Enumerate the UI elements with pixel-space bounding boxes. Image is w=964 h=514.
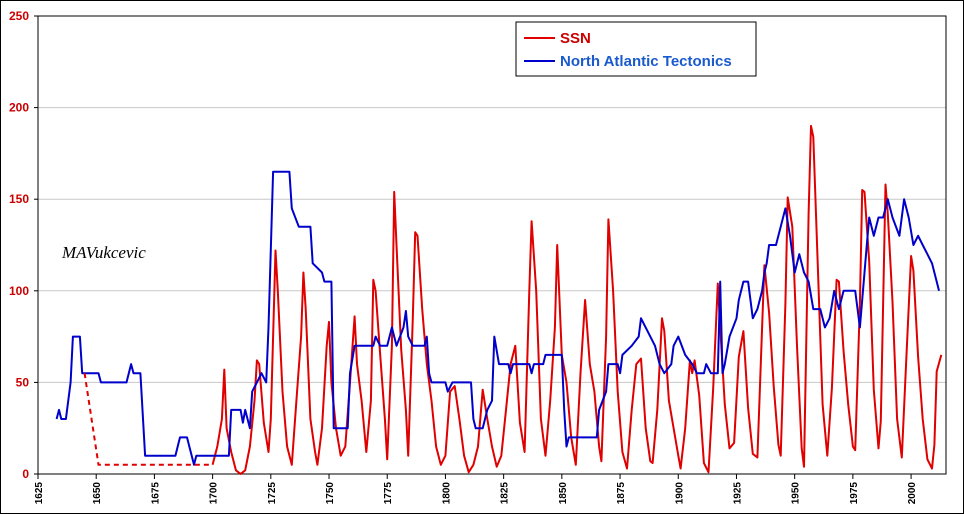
series-line-1 xyxy=(55,170,940,466)
x-tick-label: 1700 xyxy=(209,482,220,505)
x-tick-label: 1950 xyxy=(791,482,802,505)
y-tick-label: 100 xyxy=(9,284,29,298)
plot-area-border xyxy=(37,15,947,475)
x-tick-label: 1625 xyxy=(34,482,45,505)
y-tick-label: 200 xyxy=(9,101,29,115)
y-tick-label: 0 xyxy=(22,467,29,481)
legend-label-tectonics: North Atlantic Tectonics xyxy=(560,53,732,70)
y-tick-label: 50 xyxy=(16,375,30,389)
legend-label-ssn: SSN xyxy=(560,30,591,47)
x-tick-label: 1750 xyxy=(325,482,336,505)
y-axis: 0 50 100 150 200 250 xyxy=(9,9,38,481)
x-tick-label: 1675 xyxy=(150,482,161,505)
x-tick-label: 1775 xyxy=(383,482,394,505)
x-tick-label: 2000 xyxy=(907,482,918,505)
x-tick-label: 1900 xyxy=(674,482,685,505)
series-line-2 xyxy=(83,373,213,466)
x-tick-label: 1925 xyxy=(732,482,743,505)
x-tick-label: 1650 xyxy=(92,482,103,505)
x-tick-label: 1875 xyxy=(616,482,627,505)
series-line-0 xyxy=(211,124,943,475)
x-tick-label: 1975 xyxy=(849,482,860,505)
legend: SSN North Atlantic Tectonics xyxy=(515,21,757,77)
y-tick-label: 250 xyxy=(9,9,29,23)
author-annotation: MAVukcevic xyxy=(61,243,146,262)
x-tick-label: 1800 xyxy=(441,482,452,505)
series-lines xyxy=(55,124,943,475)
y-tick-label: 150 xyxy=(9,192,29,206)
x-tick-label: 1825 xyxy=(500,482,511,505)
x-tick-label: 1850 xyxy=(558,482,569,505)
x-axis: 1625 1650 1675 1700 1725 1750 1775 1800 1825 1850… xyxy=(34,474,918,504)
legend-box xyxy=(515,21,757,77)
x-tick-label: 1725 xyxy=(267,482,278,505)
